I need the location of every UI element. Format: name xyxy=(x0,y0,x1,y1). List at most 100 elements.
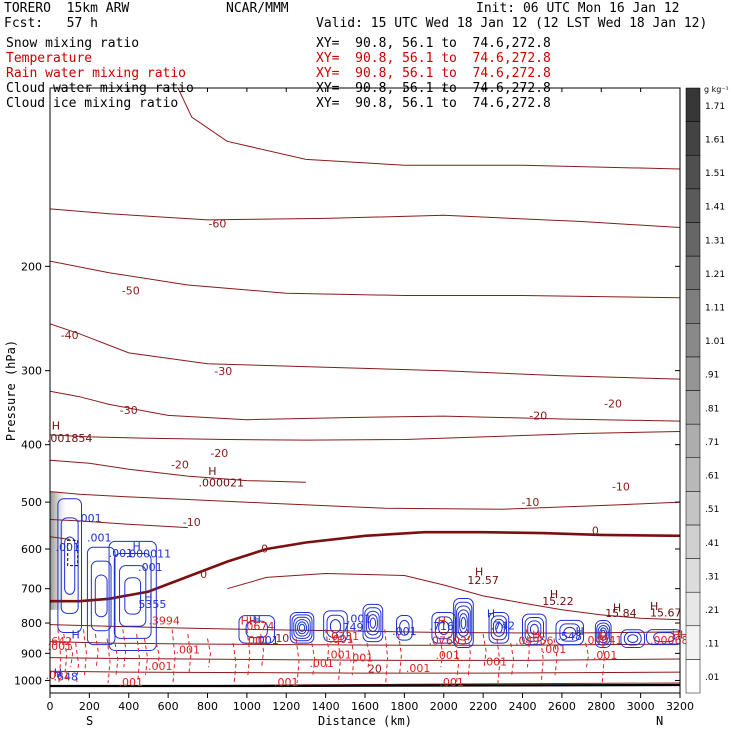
contour-label: H xyxy=(54,667,62,680)
field-xy: XY= 90.8, 56.1 to 74.6,272.8 xyxy=(316,81,551,96)
temperature-contour xyxy=(50,260,680,299)
contour-label: .001 xyxy=(87,532,112,545)
contour-label: H xyxy=(613,602,621,615)
colorbar-tick-label: .41 xyxy=(705,539,719,549)
contour-label: 20 xyxy=(368,663,382,676)
colorbar-swatch xyxy=(685,659,701,694)
contour-label: .642 xyxy=(48,635,73,648)
rain-contour xyxy=(69,638,74,668)
contour-label: H xyxy=(438,615,446,628)
contour-label: .716 xyxy=(430,620,455,633)
contour-label: .001 xyxy=(109,547,134,560)
colorbar-swatch xyxy=(685,423,701,458)
contour-label: .000011 xyxy=(126,547,172,560)
colorbar-tick-label: .11 xyxy=(705,640,719,650)
contour-label: .001 xyxy=(349,651,374,664)
contour-label: .001854 xyxy=(47,432,93,445)
cloud-contour xyxy=(366,610,380,636)
rain-contour xyxy=(122,629,127,668)
contour-label: .001 xyxy=(254,634,279,647)
contour-label: H xyxy=(599,630,607,643)
cloud-contour xyxy=(456,605,471,641)
colorbar-swatch xyxy=(685,87,701,122)
x-axis-label: Distance (km) xyxy=(318,714,412,728)
contour-label: .001 xyxy=(329,633,354,646)
header-left-2: Fcst: 57 h xyxy=(4,16,98,31)
x-tick-label: 1600 xyxy=(351,700,379,713)
y-tick-label: 1000 xyxy=(14,674,42,687)
cloud-contour xyxy=(495,622,503,634)
colorbar-tick-label: 1.01 xyxy=(705,337,725,347)
colorbar-tick-label: .21 xyxy=(705,606,719,616)
contour-label: .742 xyxy=(491,619,516,632)
x-tick-label: 2200 xyxy=(469,700,497,713)
contour-label: -60 xyxy=(208,218,226,231)
contour-label: .000021 xyxy=(199,477,245,490)
cloud-contour xyxy=(108,540,157,651)
contour-label: -10 xyxy=(183,516,201,529)
contour-label: -20 xyxy=(171,459,189,472)
cloud-contour xyxy=(119,565,147,627)
cloud-contour xyxy=(329,619,342,634)
contour-label: .04956 xyxy=(515,635,554,648)
cloud-contour xyxy=(527,620,542,639)
y-tick-label: 900 xyxy=(21,647,42,660)
cloud-contour xyxy=(323,610,348,643)
rain-contour xyxy=(482,633,487,668)
y-tick-label: 800 xyxy=(21,617,42,630)
rain-contour xyxy=(136,633,141,684)
rain-contour xyxy=(510,643,515,676)
contour-label: .648 xyxy=(54,670,79,683)
field-xy: XY= 90.8, 56.1 to 74.6,272.8 xyxy=(316,66,551,81)
contour-label: 5355 xyxy=(138,598,166,611)
cloud-contour xyxy=(488,611,510,644)
ice-contour xyxy=(67,539,79,567)
contour-label: .00068 xyxy=(650,634,689,647)
cloud-contour xyxy=(399,619,410,636)
contour-label: .07603 xyxy=(428,635,467,648)
cloud-contour xyxy=(597,624,609,644)
cloud-contour xyxy=(563,626,577,639)
contour-label: .001 xyxy=(274,676,299,689)
colorbar-tick-label: .01 xyxy=(705,673,719,683)
contour-label: H xyxy=(253,613,261,626)
colorbar-swatch xyxy=(685,188,701,223)
cloud-contour xyxy=(623,631,642,646)
cloud-contour xyxy=(600,629,606,639)
rain-contour xyxy=(63,633,68,676)
temperature-contour xyxy=(50,208,680,228)
colorbar-unit: g kg⁻¹ xyxy=(704,85,729,94)
rain-contour xyxy=(496,638,501,684)
contour-label: -40 xyxy=(61,329,79,342)
x-tick-label: 1800 xyxy=(390,700,418,713)
contour-label: -20 xyxy=(604,397,622,410)
y-tick-label: 500 xyxy=(21,496,42,509)
contour-label: .3994 xyxy=(148,615,180,628)
contour-label: .001 xyxy=(148,660,173,673)
field-xy: XY= 90.8, 56.1 to 74.6,272.8 xyxy=(316,96,551,111)
colorbar-tick-label: 1.71 xyxy=(705,102,725,112)
contour-label: .0331 xyxy=(328,630,360,643)
header-center-1: NCAR/MMM xyxy=(226,1,289,16)
contour-label: .001 xyxy=(406,662,431,675)
rain-contour xyxy=(171,629,176,684)
contour-label: H xyxy=(132,540,140,553)
field-xy: XY= 90.8, 56.1 to 74.6,272.8 xyxy=(316,51,551,66)
rain-contour xyxy=(106,638,111,684)
rain-contour xyxy=(466,629,471,676)
contour-label: 12.57 xyxy=(467,574,499,587)
field-xy: XY= 90.8, 56.1 to 74.6,272.8 xyxy=(316,36,551,51)
colorbar-tick-label: .61 xyxy=(705,472,719,482)
contour-label: -10 xyxy=(521,496,539,509)
x-tick-label: 2400 xyxy=(509,700,537,713)
rain-contour xyxy=(439,638,444,668)
colorbar-tick-label: 1.51 xyxy=(705,169,725,179)
colorbar-swatch xyxy=(685,390,701,425)
x-tick-label: 200 xyxy=(79,700,100,713)
rain-contour xyxy=(600,629,605,684)
contour-label: 15.84 xyxy=(605,607,637,620)
cloud-contour xyxy=(90,560,112,632)
y-tick-label: 600 xyxy=(21,543,42,556)
colorbar-tick-label: .51 xyxy=(705,505,719,515)
temperature-contour xyxy=(50,390,680,422)
